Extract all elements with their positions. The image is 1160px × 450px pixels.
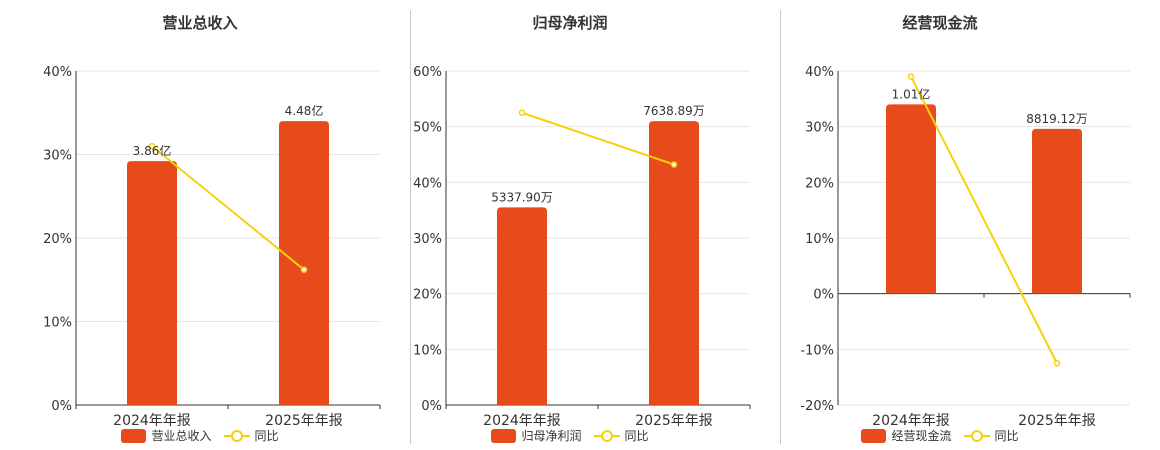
chart-panel-net-profit: 归母净利润 0% 10% 20% 30% 40% 50% 60% 2024年年报 2025年年报… [370,0,770,450]
legend-bar-label: 归母净利润 [521,429,582,443]
y-tick-label: 10% [805,232,834,247]
panel-divider [780,10,781,444]
legend-line-item[interactable]: 同比 [223,427,279,444]
legend-line-label: 同比 [994,429,1019,443]
yoy-point [1053,360,1061,367]
legend-line-marker [600,429,613,442]
legend-bar-label: 营业总收入 [151,429,212,443]
legend-line-marker [230,429,243,442]
bar [127,161,177,405]
cash-flow-chart: -20% -10% 0% 10% 20% 30% 40% 2024年年报 2025年年报 1.01… [800,65,1131,429]
y-tick-label: 10% [43,316,72,331]
bar [497,207,547,405]
y-tick-label: 20% [43,232,72,247]
y-tick-label: 30% [413,232,442,247]
legend-line-marker [970,429,983,442]
bar-data-label: 7638.89万 [643,104,705,118]
bar-data-label: 1.01亿 [892,86,931,101]
chart-panel-cash-flow: 经营现金流 -20% -10% 0% 10% 20% 30% 40% 2024年年报 2025年… [740,0,1140,450]
bar [279,121,329,405]
x-tick-label: 2024年年报 [483,413,561,429]
y-tick-label: -10% [800,343,834,358]
y-tick-label: 20% [413,288,442,303]
y-tick-label: 40% [413,176,442,191]
bar-data-label: 8819.12万 [1026,112,1088,126]
bar-data-label: 4.48亿 [285,103,324,118]
chart-legend: 经营现金流 同比 [740,427,1140,444]
legend-line-swatch [963,429,990,442]
legend-line-swatch [593,429,620,442]
x-tick-label: 2025年年报 [1018,413,1096,429]
chart-panel-revenue: 营业总收入 0% 10% 20% 30% 40% 2024年年报 2025年年报 3.86亿 4… [0,0,400,450]
yoy-line [521,111,675,166]
revenue-chart: 0% 10% 20% 30% 40% 2024年年报 2025年年报 3.86亿 4.48亿 [43,65,381,429]
legend-bar-swatch [861,428,887,443]
yoy-point [518,109,526,116]
chart-legend: 归母净利润 同比 [370,427,770,444]
bar [886,104,936,294]
yoy-point [670,161,678,168]
legend-bar-label: 经营现金流 [891,429,952,443]
y-tick-label: 30% [805,121,834,136]
net-profit-chart: 0% 10% 20% 30% 40% 50% 60% 2024年年报 2025年年报 5337.9… [413,65,751,429]
x-tick-label: 2025年年报 [635,413,713,429]
y-tick-label: 10% [413,343,442,358]
yoy-line [151,145,305,271]
x-tick-label: 2025年年报 [265,413,343,429]
chart-title: 经营现金流 [902,14,978,32]
chart-title: 归母净利润 [532,14,608,32]
bar-data-label: 5337.90万 [491,190,553,204]
legend-bar-swatch [491,428,517,443]
bar [649,121,699,405]
bar-data-label: 3.86亿 [133,143,172,158]
x-tick-label: 2024年年报 [872,413,950,429]
legend-line-swatch [223,429,250,442]
yoy-point [907,73,915,80]
legend-bar-item[interactable]: 归母净利润 [491,427,582,444]
legend-line-label: 同比 [254,429,279,443]
y-tick-label: 50% [413,121,442,136]
y-tick-label: 60% [413,65,442,80]
y-tick-label: 30% [43,149,72,164]
yoy-point [148,142,156,150]
y-tick-label: 0% [51,399,72,414]
x-tick-label: 2024年年报 [113,413,191,429]
legend-line-label: 同比 [624,429,649,443]
legend-bar-swatch [121,428,147,443]
legend-line-item[interactable]: 同比 [963,427,1019,444]
y-tick-label: 0% [813,288,834,303]
y-tick-label: 40% [43,65,72,80]
chart-legend: 营业总收入 同比 [0,427,400,444]
yoy-point [300,266,308,273]
legend-line-item[interactable]: 同比 [593,427,649,444]
yoy-line [910,76,1058,364]
y-tick-label: 0% [421,399,442,414]
legend-bar-item[interactable]: 营业总收入 [121,427,212,444]
chart-title: 营业总收入 [162,14,238,32]
legend-bar-item[interactable]: 经营现金流 [861,427,952,444]
y-tick-label: 20% [805,176,834,191]
y-tick-label: 40% [805,65,834,80]
panel-divider [410,10,411,444]
y-tick-label: -20% [800,399,834,414]
bar [1032,128,1082,294]
